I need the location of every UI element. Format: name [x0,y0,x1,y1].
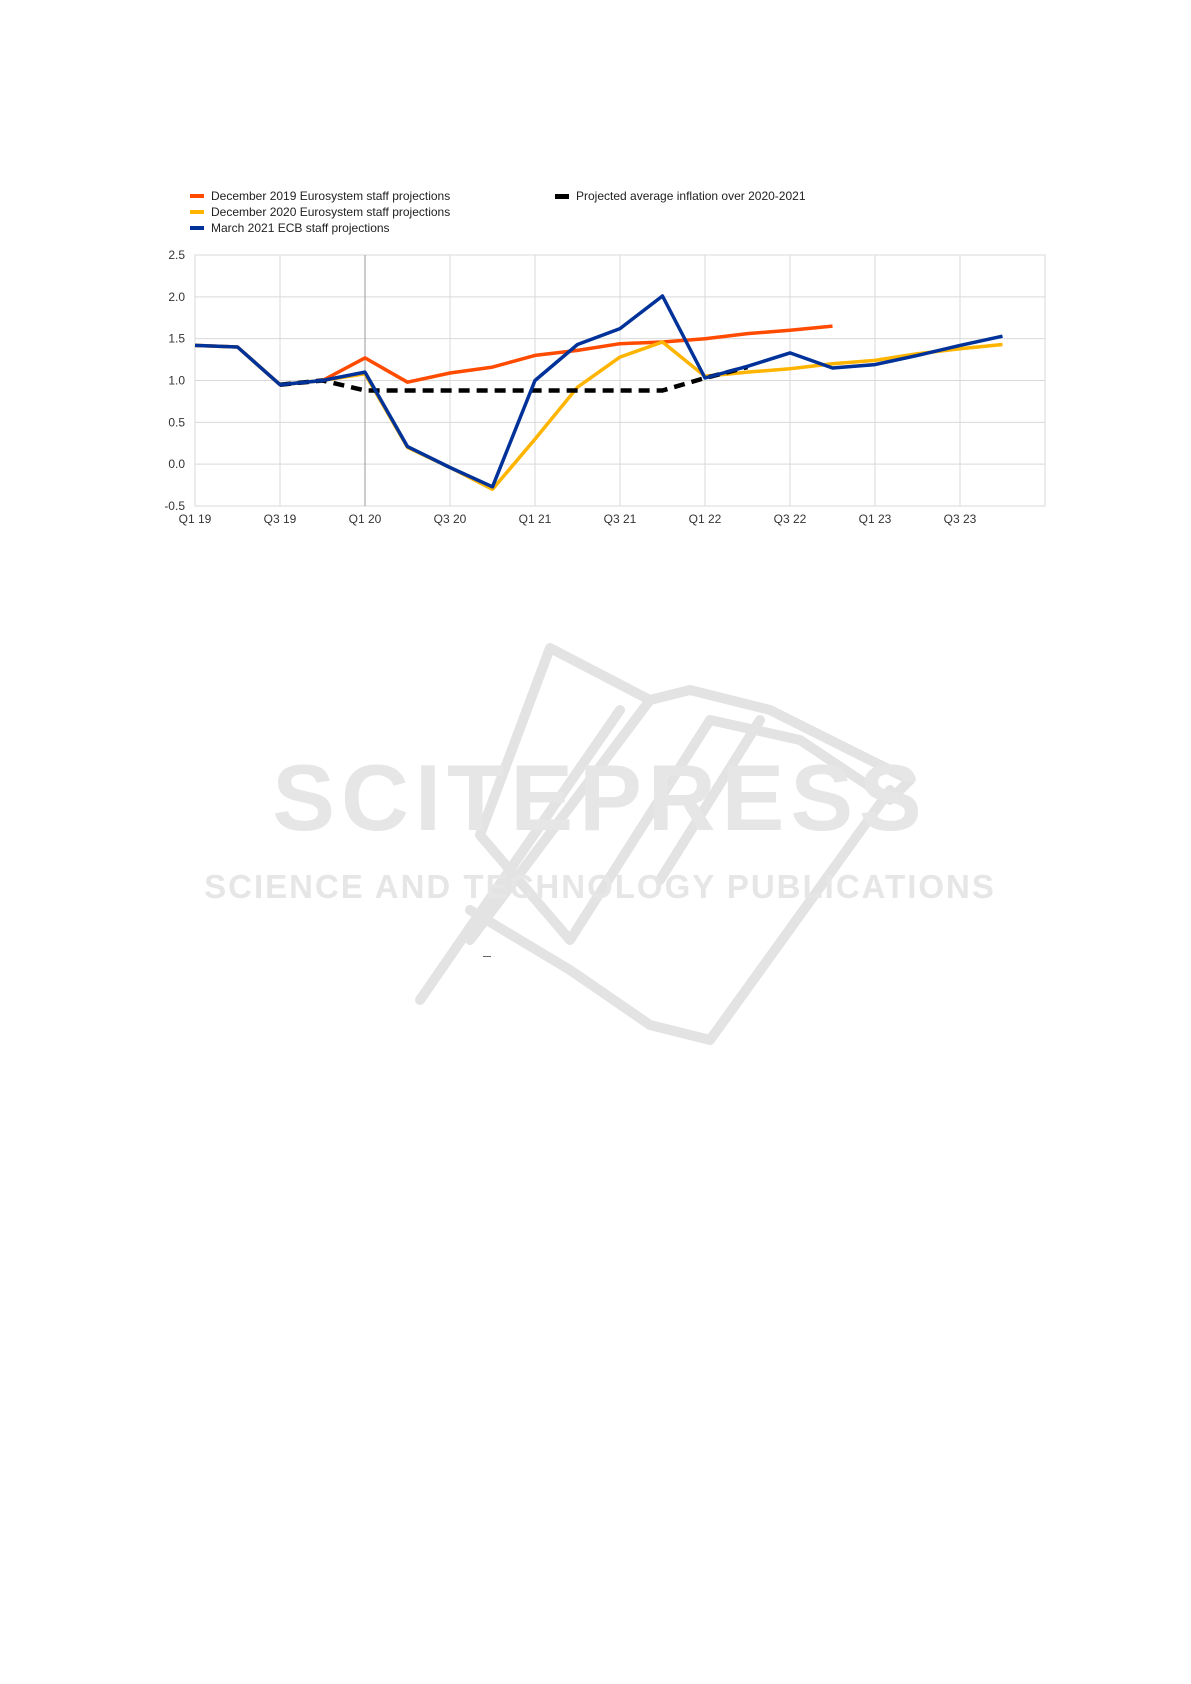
series-line-3 [194,294,1003,489]
x-tick-label: Q3 23 [944,512,977,526]
series-line-4 [279,364,749,393]
legend-label-dec2019: December 2019 Eurosystem staff projectio… [211,189,451,203]
series-layer [194,294,1003,492]
legend-label-average: Projected average inflation over 2020-20… [576,189,806,203]
legend-swatch-dec2020 [190,210,204,214]
legend-swatch-average [555,193,569,199]
chart-legend: December 2019 Eurosystem staff projectio… [190,188,890,244]
y-tick-label: 0.5 [168,415,185,429]
x-tick-label: Q1 22 [689,512,722,526]
axis-layer: 2.5 2.0 1.5 1.0 0.5 0.0 -0.5Q1 19 Q3 19 Q1 20 Q3 … [164,248,976,526]
legend-item-mar2021: March 2021 ECB staff projections [190,220,390,236]
legend-swatch-dec2019 [190,194,204,198]
legend-label-dec2020: December 2020 Eurosystem staff projectio… [211,205,451,219]
x-tick-label: Q1 20 [349,512,382,526]
x-tick-label: Q1 23 [859,512,892,526]
legend-item-average: Projected average inflation over 2020-20… [555,188,806,204]
x-tick-label: Q3 22 [774,512,807,526]
watermark-tagline: SCIENCE AND TECHNOLOGY PUBLICATIONS [204,868,996,905]
watermark-book-icon [415,643,915,1045]
x-tick-label: Q1 21 [519,512,552,526]
y-tick-label: 1.0 [168,374,185,388]
y-tick-label: -0.5 [164,499,185,513]
tiny-dash-mark [483,956,491,957]
grid-layer [194,254,1046,507]
series-line-1 [194,324,833,387]
watermark-brand: SCITEPRESS [272,745,928,850]
y-tick-label: 1.5 [168,332,185,346]
y-tick-label: 2.5 [168,248,185,262]
legend-item-dec2019: December 2019 Eurosystem staff projectio… [190,188,450,204]
line-chart: December 2019 Eurosystem staff projectio… [0,0,1191,560]
x-tick-label: Q3 21 [604,512,637,526]
x-tick-label: Q3 19 [264,512,297,526]
y-tick-label: 0.0 [168,457,185,471]
legend-swatch-mar2021 [190,226,204,230]
sciteproress-watermark: SCITEPRESS SCIENCE AND TECHNOLOGY PUBLIC… [204,643,996,1045]
x-tick-label: Q3 20 [434,512,467,526]
legend-label-mar2021: March 2021 ECB staff projections [211,221,390,235]
x-tick-label: Q1 19 [179,512,212,526]
legend-item-dec2020: December 2020 Eurosystem staff projectio… [190,204,450,220]
y-tick-label: 2.0 [168,290,185,304]
chart-plot: 2.5 2.0 1.5 1.0 0.5 0.0 -0.5Q1 19 Q3 19 Q1 20 Q3 … [164,248,1046,526]
